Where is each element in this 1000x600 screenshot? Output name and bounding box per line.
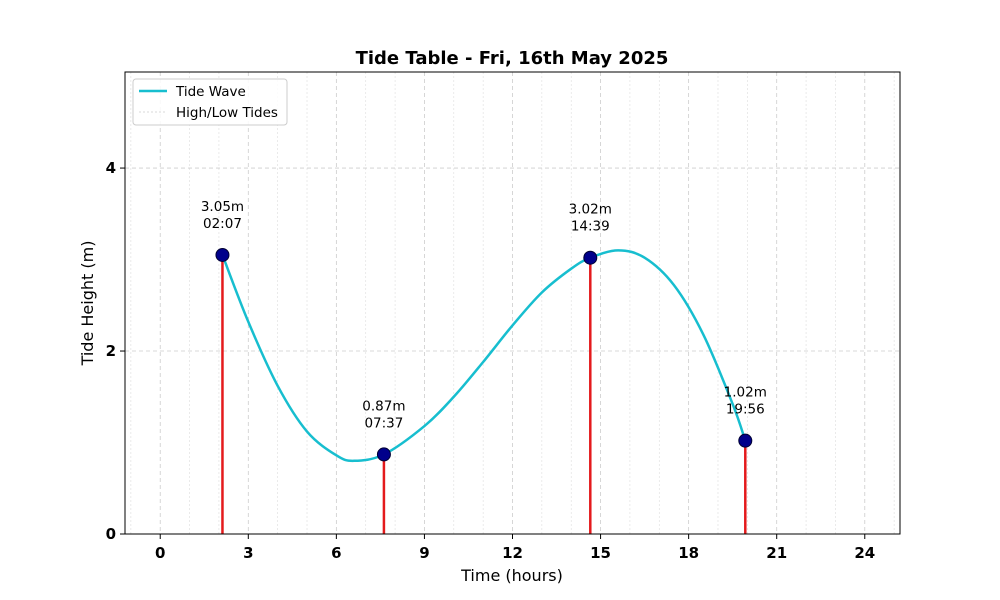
curve-layer xyxy=(221,249,747,463)
y-tick-label: 2 xyxy=(106,342,116,360)
tide-wave-line xyxy=(221,249,747,463)
chart-title: Tide Table - Fri, 16th May 2025 xyxy=(356,48,669,69)
x-tick-label: 18 xyxy=(678,544,699,562)
x-tick-label: 21 xyxy=(766,544,787,562)
markers-layer xyxy=(215,247,753,462)
y-tick-label: 0 xyxy=(106,525,116,543)
x-tick-label: 24 xyxy=(854,544,875,562)
stems-layer xyxy=(221,254,747,534)
legend-label-tide-wave: Tide Wave xyxy=(175,84,246,100)
tide-height-label: 1.02m xyxy=(724,385,767,401)
y-axis-label: Tide Height (m) xyxy=(78,241,97,367)
legend: Tide Wave High/Low Tides xyxy=(132,78,288,126)
x-tick-label: 15 xyxy=(590,544,611,562)
tide-time-label: 02:07 xyxy=(203,216,242,232)
x-tick-label: 12 xyxy=(502,544,523,562)
x-axis-label: Time (hours) xyxy=(460,566,563,585)
tide-height-label: 3.05m xyxy=(201,199,244,215)
tide-marker xyxy=(215,247,230,262)
tide-time-label: 07:37 xyxy=(364,415,403,431)
tide-marker xyxy=(738,433,753,448)
legend-label-high-low-tides: High/Low Tides xyxy=(176,105,278,121)
x-tick-label: 6 xyxy=(331,544,341,562)
tide-time-label: 14:39 xyxy=(571,219,610,235)
legend-box xyxy=(132,78,288,126)
tide-marker xyxy=(583,250,598,265)
tide-height-label: 0.87m xyxy=(362,398,405,414)
tide-time-label: 19:56 xyxy=(726,402,765,418)
y-tick-label: 4 xyxy=(106,159,116,177)
x-tick-label: 9 xyxy=(419,544,429,562)
tide-marker xyxy=(376,447,391,462)
x-tick-label: 3 xyxy=(243,544,253,562)
tide-height-label: 3.02m xyxy=(569,202,612,218)
x-tick-label: 0 xyxy=(155,544,165,562)
